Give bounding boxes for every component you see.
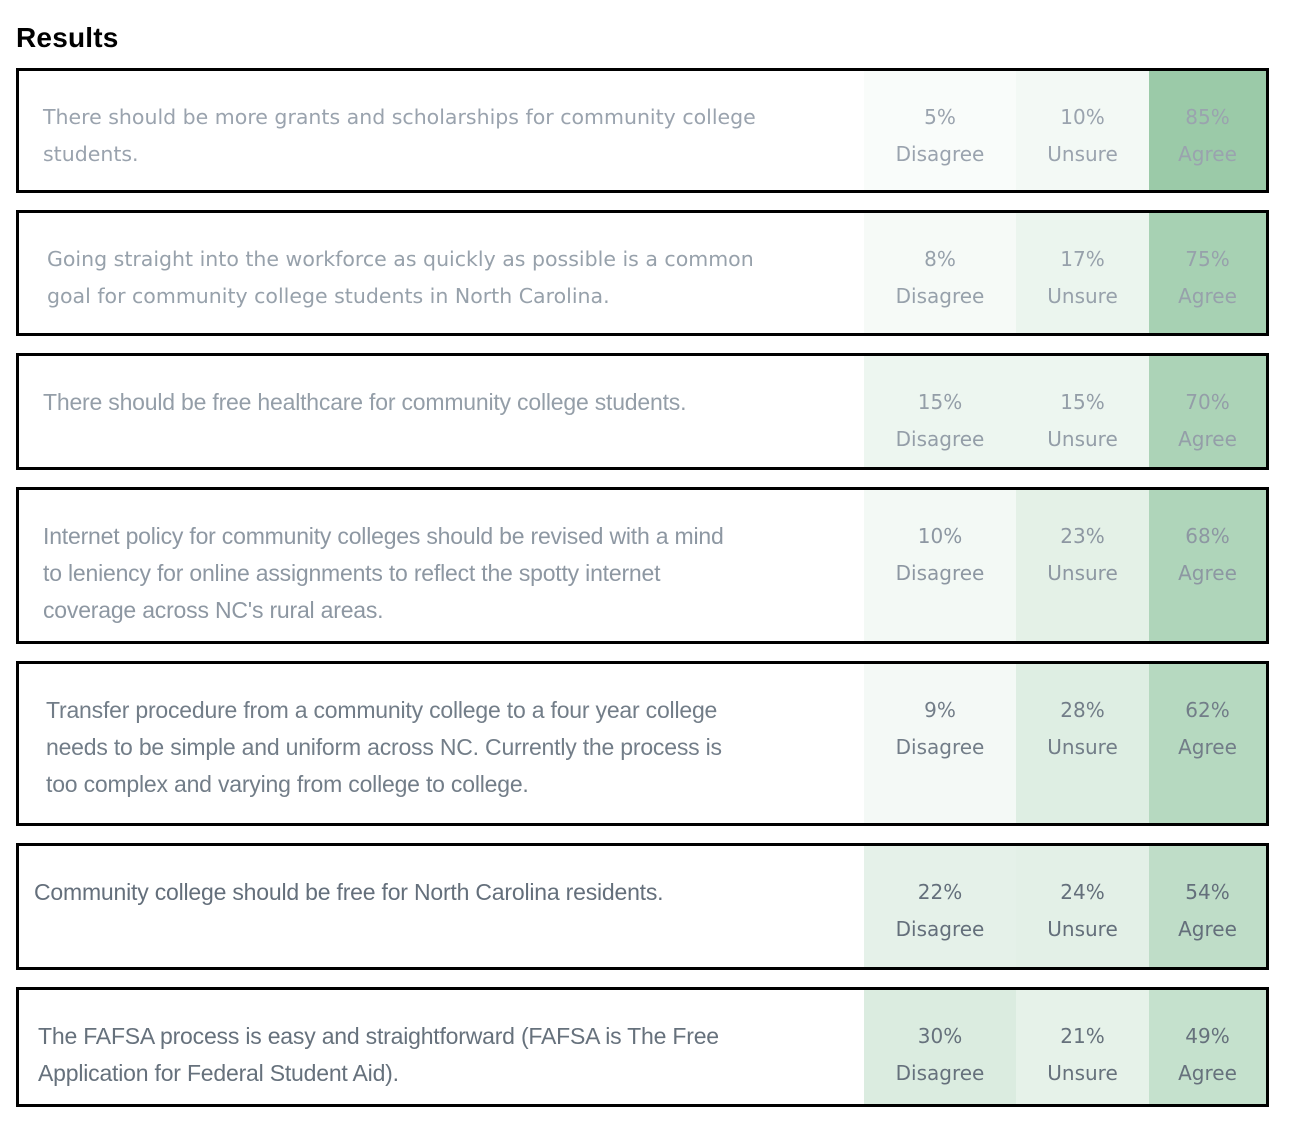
response-percentage: 10% <box>1060 105 1105 129</box>
response-cells: 10% Disagree 23% Unsure 68% Agree <box>864 490 1266 641</box>
response-percentage: 49% <box>1185 1024 1230 1048</box>
response-label: Unsure <box>1047 284 1118 308</box>
response-percentage: 70% <box>1185 390 1230 414</box>
response-cell-disagree: 8% Disagree <box>864 213 1016 333</box>
response-percentage: 21% <box>1060 1024 1105 1048</box>
response-cell-unsure: 21% Unsure <box>1016 990 1149 1104</box>
response-cells: 15% Disagree 15% Unsure 70% Agree <box>864 356 1266 467</box>
response-label: Disagree <box>895 917 985 941</box>
response-cell-unsure: 15% Unsure <box>1016 356 1149 467</box>
results-page: Results There should be more grants and … <box>0 22 1299 1107</box>
response-percentage: 28% <box>1060 698 1105 722</box>
response-label: Agree <box>1178 427 1237 451</box>
statement-text: Going straight into the workforce as qui… <box>47 247 754 308</box>
response-cell-unsure: 28% Unsure <box>1016 664 1149 823</box>
response-percentage: 68% <box>1185 524 1230 548</box>
response-percentage: 62% <box>1185 698 1230 722</box>
results-card: Going straight into the workforce as qui… <box>16 210 1269 336</box>
response-label: Disagree <box>895 1061 985 1085</box>
results-card: There should be more grants and scholars… <box>16 68 1269 193</box>
response-cell-disagree: 22% Disagree <box>864 846 1016 967</box>
response-cells: 8% Disagree 17% Unsure 75% Agree <box>864 213 1266 333</box>
response-cell-agree: 70% Agree <box>1149 356 1266 467</box>
response-percentage: 85% <box>1185 105 1230 129</box>
response-percentage: 5% <box>924 105 956 129</box>
response-cell-disagree: 15% Disagree <box>864 356 1016 467</box>
results-list: There should be more grants and scholars… <box>0 68 1299 1107</box>
statement-text: Internet policy for community colleges s… <box>43 523 724 623</box>
response-percentage: 17% <box>1060 247 1105 271</box>
response-percentage: 23% <box>1060 524 1105 548</box>
response-percentage: 75% <box>1185 247 1230 271</box>
response-cell-agree: 85% Agree <box>1149 71 1266 190</box>
response-percentage: 15% <box>917 390 963 414</box>
response-label: Disagree <box>895 142 985 166</box>
response-label: Agree <box>1178 561 1237 585</box>
response-cells: 5% Disagree 10% Unsure 85% Agree <box>864 71 1266 190</box>
response-percentage: 8% <box>924 247 956 271</box>
response-cell-unsure: 23% Unsure <box>1016 490 1149 641</box>
response-cell-unsure: 10% Unsure <box>1016 71 1149 190</box>
response-label: Agree <box>1178 142 1237 166</box>
response-percentage: 22% <box>917 880 963 904</box>
response-cell-agree: 49% Agree <box>1149 990 1266 1104</box>
response-label: Disagree <box>895 735 985 759</box>
response-label: Disagree <box>895 561 985 585</box>
response-cell-agree: 75% Agree <box>1149 213 1266 333</box>
response-label: Agree <box>1178 1061 1237 1085</box>
response-label: Unsure <box>1047 561 1118 585</box>
response-label: Disagree <box>895 427 985 451</box>
response-label: Unsure <box>1047 917 1118 941</box>
response-label: Unsure <box>1047 735 1118 759</box>
response-percentage: 9% <box>924 698 956 722</box>
statement-text: There should be more grants and scholars… <box>43 105 756 166</box>
response-cells: 22% Disagree 24% Unsure 54% Agree <box>864 846 1266 967</box>
results-card: The FAFSA process is easy and straightfo… <box>16 987 1269 1107</box>
results-card: Community college should be free for Nor… <box>16 843 1269 970</box>
response-percentage: 15% <box>1060 390 1105 414</box>
response-label: Unsure <box>1047 427 1118 451</box>
response-cell-disagree: 10% Disagree <box>864 490 1016 641</box>
response-percentage: 54% <box>1185 880 1230 904</box>
results-card: Internet policy for community colleges s… <box>16 487 1269 644</box>
page-title: Results <box>16 22 119 53</box>
response-percentage: 30% <box>917 1024 963 1048</box>
response-label: Disagree <box>895 284 985 308</box>
response-cells: 9% Disagree 28% Unsure 62% Agree <box>864 664 1266 823</box>
response-label: Agree <box>1178 284 1237 308</box>
response-cell-unsure: 24% Unsure <box>1016 846 1149 967</box>
statement-text: Transfer procedure from a community coll… <box>46 697 722 797</box>
results-card: Transfer procedure from a community coll… <box>16 661 1269 826</box>
response-label: Unsure <box>1047 142 1118 166</box>
response-label: Agree <box>1178 735 1237 759</box>
statement-text: The FAFSA process is easy and straightfo… <box>38 1023 719 1086</box>
response-cell-disagree: 30% Disagree <box>864 990 1016 1104</box>
statement-text: There should be free healthcare for comm… <box>43 389 687 415</box>
response-label: Unsure <box>1047 1061 1118 1085</box>
response-cell-disagree: 9% Disagree <box>864 664 1016 823</box>
response-cells: 30% Disagree 21% Unsure 49% Agree <box>864 990 1266 1104</box>
response-cell-agree: 62% Agree <box>1149 664 1266 823</box>
response-cell-agree: 54% Agree <box>1149 846 1266 967</box>
response-cell-disagree: 5% Disagree <box>864 71 1016 190</box>
response-percentage: 24% <box>1060 880 1105 904</box>
response-percentage: 10% <box>917 524 963 548</box>
statement-text: Community college should be free for Nor… <box>34 879 664 905</box>
response-cell-agree: 68% Agree <box>1149 490 1266 641</box>
response-cell-unsure: 17% Unsure <box>1016 213 1149 333</box>
response-label: Agree <box>1178 917 1237 941</box>
results-card: There should be free healthcare for comm… <box>16 353 1269 470</box>
